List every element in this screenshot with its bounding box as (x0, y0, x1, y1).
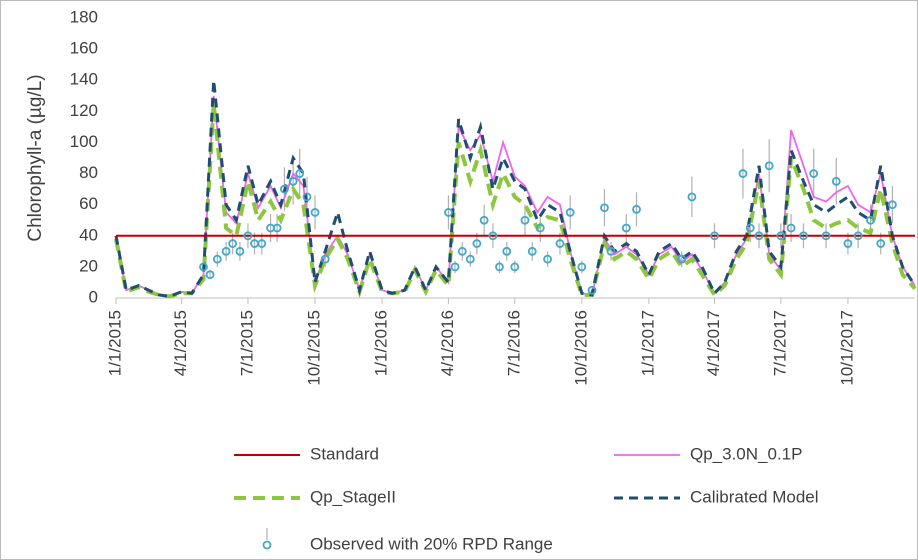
observed-point (764, 161, 774, 171)
x-tick-label: 7/1/2016 (504, 310, 523, 376)
x-tick-label: 4/1/2016 (438, 310, 457, 376)
x-tick-label: 4/1/2017 (704, 310, 723, 376)
y-tick-label: 160 (70, 39, 98, 58)
observed-point (243, 231, 253, 241)
y-tick-label: 80 (79, 163, 98, 182)
observed-point (621, 223, 631, 233)
y-tick-label: 40 (79, 225, 98, 244)
observed-point (745, 223, 755, 233)
observed-point (888, 200, 897, 210)
legend-label: Qp_3.0N_0.1P (690, 444, 802, 463)
observed-point (457, 246, 467, 256)
observed-point (288, 176, 298, 186)
observed-point (199, 262, 208, 272)
legend-label: Qp_StageII (310, 487, 396, 506)
legend-label: Standard (310, 444, 379, 463)
x-tick-label: 10/1/2017 (837, 310, 856, 386)
x-tick-label: 10/1/2015 (305, 310, 324, 386)
observed-point (479, 215, 489, 225)
observed-point (821, 231, 831, 241)
observed-point (587, 285, 597, 295)
observed-point (843, 239, 853, 248)
y-tick-label: 0 (89, 287, 98, 306)
x-tick-label: 1/1/2015 (105, 310, 124, 376)
observed-point (205, 270, 215, 280)
observed-point (738, 169, 748, 178)
observed-point (450, 262, 460, 272)
observed-point (257, 239, 267, 248)
observed-point (543, 254, 552, 264)
observed-point (302, 192, 312, 202)
observed-point (272, 223, 282, 233)
observed-point (677, 254, 687, 264)
y-tick-label: 20 (79, 256, 98, 275)
x-tick-label: 7/1/2017 (770, 310, 789, 376)
observed-point (320, 254, 330, 264)
observed-point (853, 231, 863, 241)
legend-label: Observed with 20% RPD Range (310, 534, 553, 553)
x-tick-label: 7/1/2015 (237, 310, 256, 376)
observed-point (831, 176, 841, 186)
observed-point (632, 204, 641, 214)
y-tick-label: 60 (79, 194, 98, 213)
observed-point (444, 208, 453, 217)
observed-point (809, 169, 819, 178)
x-tick-label: 1/1/2016 (372, 310, 391, 376)
observed-point (565, 208, 575, 217)
observed-point (600, 203, 609, 213)
observed-point (310, 208, 320, 217)
observed-point (235, 246, 245, 256)
y-tick-label: 120 (70, 101, 98, 120)
observed-point (228, 239, 238, 248)
observed-point (502, 246, 512, 256)
observed-point (876, 239, 886, 248)
x-tick-label: 4/1/2015 (171, 310, 190, 376)
y-tick-label: 180 (70, 7, 98, 26)
series-line (114, 80, 917, 298)
legend-label: Calibrated Model (690, 487, 819, 506)
observed-point (687, 192, 697, 202)
observed-point (495, 262, 504, 272)
observed-point (520, 215, 530, 225)
observed-point (535, 223, 545, 233)
observed-point (776, 231, 786, 241)
legend-swatch (262, 540, 272, 550)
observed-point (786, 223, 796, 233)
observed-point (465, 254, 475, 264)
y-tick-label: 100 (70, 132, 98, 151)
observed-point (606, 246, 616, 256)
series-line (114, 103, 917, 299)
y-tick-label: 140 (70, 70, 98, 89)
observed-point (212, 254, 222, 264)
observed-point (799, 231, 808, 241)
observed-point (754, 231, 764, 241)
observed-point (866, 215, 875, 225)
y-axis-label: Chlorophyll-a (µg/L) (25, 74, 46, 241)
observed-point (488, 231, 498, 241)
x-tick-label: 10/1/2016 (571, 310, 590, 386)
observed-point (710, 231, 719, 241)
observed-point (280, 184, 289, 194)
observed-point (510, 262, 520, 272)
x-tick-label: 1/1/2017 (638, 310, 657, 376)
observed-point (221, 246, 231, 256)
observed-point (472, 239, 482, 248)
observed-point (527, 246, 537, 256)
observed-point (295, 169, 305, 178)
observed-point (577, 262, 587, 272)
observed-point (555, 239, 565, 248)
